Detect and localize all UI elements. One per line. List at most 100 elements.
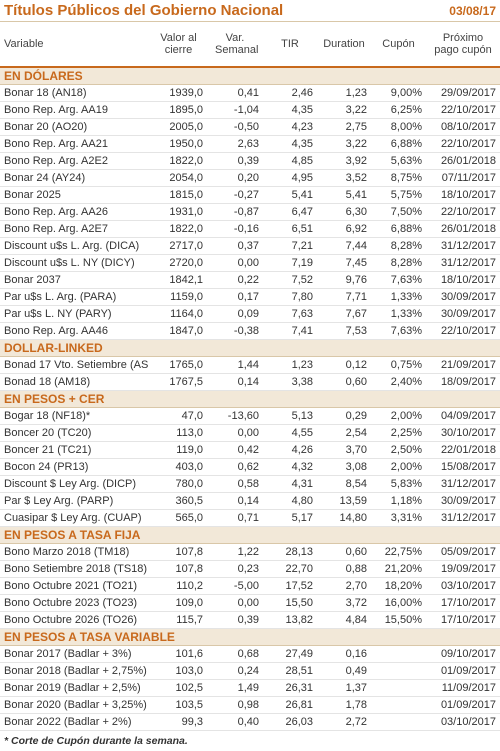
cell: 7,63% [371, 322, 426, 340]
cell: 18,20% [371, 577, 426, 595]
cell: 05/09/2017 [426, 543, 500, 561]
cell: 31/12/2017 [426, 237, 500, 255]
cell: 31/12/2017 [426, 509, 500, 527]
data-row: Bono Rep. Arg. A2E7 1822,0 -0,16 6,51 6,92 6,… [0, 220, 500, 238]
cell: 6,47 [263, 203, 317, 221]
cell: 7,44 [317, 237, 371, 255]
cell: 0,17 [207, 288, 263, 306]
cell: 1767,5 [150, 373, 207, 391]
cell: Bono Octubre 2023 (TO23) [0, 594, 150, 612]
cell: 28,51 [263, 662, 317, 680]
cell: 18/09/2017 [426, 373, 500, 391]
cell: 26,03 [263, 713, 317, 731]
data-row: Bono Setiembre 2018 (TS18) 107,8 0,23 22,70… [0, 560, 500, 578]
cell: 03/10/2017 [426, 713, 500, 731]
cell: -5,00 [207, 577, 263, 595]
cell: 17/10/2017 [426, 611, 500, 629]
cell: 4,35 [263, 135, 317, 153]
data-row: Discount u$s L. Arg. (DICA) 2717,0 0,37 7,2… [0, 237, 500, 255]
cell: Bonar 18 (AN18) [0, 84, 150, 102]
cell: Bono Rep. Arg. AA21 [0, 135, 150, 153]
column-header: Var. Semanal [207, 22, 263, 68]
cell: 22/10/2017 [426, 203, 500, 221]
data-row: Bonar 2018 (Badlar + 2,75%) 103,0 0,24 28,5… [0, 662, 500, 680]
cell: 3,31% [371, 509, 426, 527]
data-row: Bono Rep. Arg. AA26 1931,0 -0,87 6,47 6,30 7,… [0, 203, 500, 221]
cell: 2,70 [317, 577, 371, 595]
cell: 4,95 [263, 169, 317, 187]
cell: Bogar 18 (NF18)* [0, 407, 150, 425]
cell: 0,41 [207, 84, 263, 102]
cell: 3,38 [263, 373, 317, 391]
cell: Bonar 24 (AY24) [0, 169, 150, 187]
cell: 0,68 [207, 645, 263, 663]
cell: 2,00% [371, 458, 426, 476]
cell: 7,63% [371, 271, 426, 289]
cell: 1842,1 [150, 271, 207, 289]
cell: 0,60 [317, 543, 371, 561]
cell: 0,58 [207, 475, 263, 493]
cell: 2,46 [263, 84, 317, 102]
cell: 26,31 [263, 679, 317, 697]
cell: 1,22 [207, 543, 263, 561]
cell: 5,83% [371, 475, 426, 493]
cell: 18/10/2017 [426, 271, 500, 289]
cell: 8,75% [371, 169, 426, 187]
cell: Boncer 20 (TC20) [0, 424, 150, 442]
cell: 2,25% [371, 424, 426, 442]
cell: -13,60 [207, 407, 263, 425]
cell: 1815,0 [150, 186, 207, 204]
cell: -0,38 [207, 322, 263, 340]
cell: 03/10/2017 [426, 577, 500, 595]
data-row: Discount u$s L. NY (DICY) 2720,0 0,00 7,19 7… [0, 254, 500, 272]
cell: 5,41 [263, 186, 317, 204]
cell: 565,0 [150, 509, 207, 527]
cell: 0,98 [207, 696, 263, 714]
cell: -0,27 [207, 186, 263, 204]
section-row: EN PESOS + CER [0, 390, 500, 408]
column-label: Variable [4, 38, 44, 50]
cell: Discount u$s L. NY (DICY) [0, 254, 150, 272]
data-row: Bonar 24 (AY24) 2054,0 0,20 4,95 3,52 8,75% 07… [0, 169, 500, 187]
cell: 4,26 [263, 441, 317, 459]
cell: 4,85 [263, 152, 317, 170]
cell: 3,52 [317, 169, 371, 187]
cell: 0,62 [207, 458, 263, 476]
cell: 119,0 [150, 441, 207, 459]
cell: Bono Octubre 2026 (TO26) [0, 611, 150, 629]
cell: 19/09/2017 [426, 560, 500, 578]
cell: 4,32 [263, 458, 317, 476]
data-row: Bonar 2019 (Badlar + 2,5%) 102,5 1,49 26,31… [0, 679, 500, 697]
cell: 0,42 [207, 441, 263, 459]
section-title: EN DÓLARES [0, 67, 500, 85]
cell: 1,23 [263, 356, 317, 374]
data-row: Bono Octubre 2026 (TO26) 115,7 0,39 13,82 4,… [0, 611, 500, 629]
cell: 18/10/2017 [426, 186, 500, 204]
cell: Bonar 2025 [0, 186, 150, 204]
cell [371, 645, 426, 663]
cell: 3,70 [317, 441, 371, 459]
cell: 403,0 [150, 458, 207, 476]
data-row: Bonar 2037 1842,1 0,22 7,52 9,76 7,63% 18/10/2… [0, 271, 500, 289]
cell: 2720,0 [150, 254, 207, 272]
cell [371, 662, 426, 680]
data-row: Bonad 18 (AM18) 1767,5 0,14 3,38 0,60 2,40% 18… [0, 373, 500, 391]
cell: 22,75% [371, 543, 426, 561]
cell: 1,44 [207, 356, 263, 374]
cell: 8,54 [317, 475, 371, 493]
data-row: Bono Rep. Arg. AA46 1847,0 -0,38 7,41 7,53 7,… [0, 322, 500, 340]
column-label: TIR [281, 38, 299, 50]
data-row: Bono Octubre 2023 (TO23) 109,0 0,00 15,50 3,… [0, 594, 500, 612]
cell: Bono Rep. Arg. AA19 [0, 101, 150, 119]
data-row: Bonar 2022 (Badlar + 2%) 99,3 0,40 26,03 2,7… [0, 713, 500, 731]
cell: 1765,0 [150, 356, 207, 374]
cell: Bocon 24 (PR13) [0, 458, 150, 476]
cell: 2717,0 [150, 237, 207, 255]
cell: 31/12/2017 [426, 254, 500, 272]
cell: 0,29 [317, 407, 371, 425]
cell: 0,12 [317, 356, 371, 374]
cell: 7,67 [317, 305, 371, 323]
cell: Bonad 17 Vto. Setiembre (AS [0, 356, 150, 374]
cell: 7,80 [263, 288, 317, 306]
section-row: EN PESOS A TASA FIJA [0, 526, 500, 544]
